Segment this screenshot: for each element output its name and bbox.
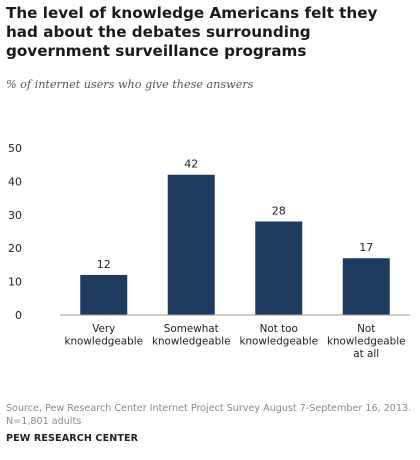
source-note: Source, Pew Research Center Internet Pro… (6, 403, 412, 427)
bar-chart: 0 10 20 30 40 50 12 42 28 17 Very knowledgeable So… (8, 142, 410, 360)
y-tick-label: 20 (8, 242, 22, 255)
x-tick-label: Not knowledgeable at all (327, 323, 406, 360)
data-label: 12 (97, 258, 111, 271)
y-axis: 0 10 20 30 40 50 (8, 142, 22, 322)
y-tick-label: 50 (8, 142, 22, 155)
bar (80, 274, 128, 315)
bars (80, 174, 390, 315)
x-tick-label: Not too knowledgeable (239, 323, 318, 348)
x-tick-label: Somewhat knowledgeable (152, 323, 231, 348)
footer-brand: PEW RESEARCH CENTER (6, 433, 139, 444)
y-tick-label: 40 (8, 175, 22, 188)
bar (255, 221, 303, 315)
x-axis: Very knowledgeable Somewhat knowledgeable No… (60, 314, 410, 360)
bar (342, 258, 390, 315)
data-label: 28 (272, 204, 286, 217)
x-tick-label: Very knowledgeable (64, 323, 143, 348)
data-label: 42 (184, 158, 198, 171)
data-labels: 12 42 28 17 (97, 158, 374, 271)
bar (167, 174, 215, 315)
y-tick-label: 30 (8, 209, 22, 222)
y-tick-label: 0 (15, 309, 22, 322)
chart-subtitle: % of internet users who give these answe… (6, 78, 254, 91)
y-tick-label: 10 (8, 276, 22, 289)
chart-title: The level of knowledge Americans felt th… (6, 4, 378, 60)
data-label: 17 (359, 241, 373, 254)
